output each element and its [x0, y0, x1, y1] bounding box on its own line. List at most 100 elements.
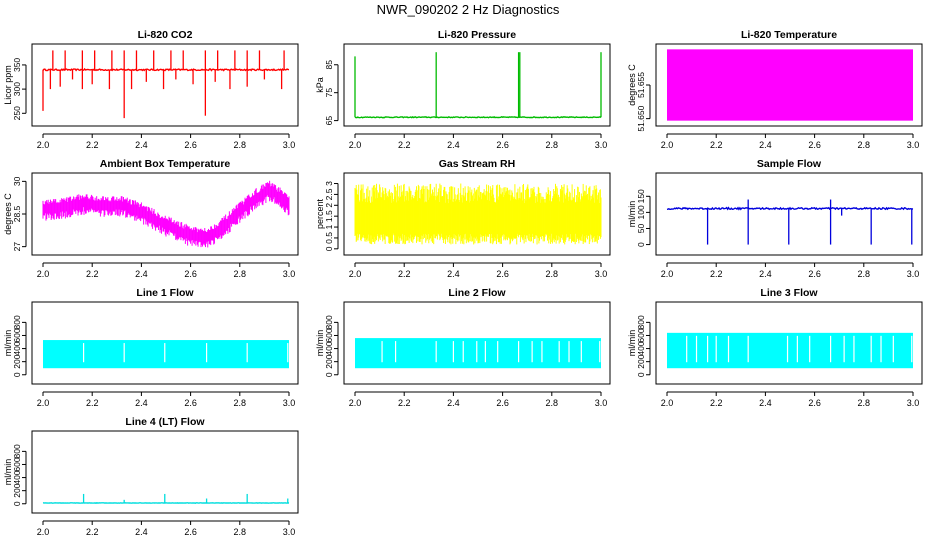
x-tick-label: 2.6	[184, 269, 197, 279]
x-tick-label: 2.8	[546, 140, 559, 150]
panel-title: Li-820 Temperature	[741, 29, 837, 41]
x-tick-label: 2.0	[349, 269, 362, 279]
panel-4: Ambient Box Temperature degrees C 2.0 2.2 2.…	[3, 158, 299, 279]
panel-frame	[343, 43, 611, 127]
y-tick-label: 600	[636, 328, 646, 342]
panel-frame	[655, 301, 923, 385]
series-band	[667, 49, 913, 121]
x-tick-label: 3.0	[283, 140, 296, 150]
x-tick-label: 2.0	[37, 398, 50, 408]
y-tick-label: 51.655	[636, 72, 646, 98]
x-tick-label: 2.0	[661, 140, 674, 150]
x-tick-label: 3.0	[907, 269, 920, 279]
y-tick-label: 200	[12, 354, 22, 368]
x-tick-label: 3.0	[283, 398, 296, 408]
y-tick-label: 65	[324, 116, 334, 126]
x-tick-label: 2.0	[37, 140, 50, 150]
y-tick-label: 28.5	[12, 205, 22, 222]
y-tick-label: 400	[12, 341, 22, 355]
panel-title: Gas Stream RH	[439, 158, 515, 170]
y-axis-label: Licor ppm	[3, 65, 13, 105]
y-tick-label: 27	[12, 242, 22, 252]
y-tick-label: 800	[324, 315, 334, 329]
x-tick-label: 2.2	[398, 398, 411, 408]
x-tick-label: 3.0	[595, 140, 608, 150]
y-tick-label: 800	[12, 444, 22, 458]
plot-area	[666, 199, 914, 245]
y-tick-label: 600	[324, 328, 334, 342]
x-tick-label: 2.2	[86, 140, 99, 150]
series-line	[42, 67, 289, 72]
panel-title: Li-820 Pressure	[438, 29, 516, 41]
y-tick-label: 1	[324, 224, 334, 229]
x-tick-label: 2.4	[447, 140, 460, 150]
y-tick-label: 350	[12, 58, 22, 72]
y-tick-label: 50	[636, 223, 646, 233]
y-tick-label: 2	[324, 203, 334, 208]
x-tick-label: 3.0	[907, 398, 920, 408]
panel-frame	[31, 430, 299, 514]
x-tick-label: 3.0	[907, 140, 920, 150]
plot-area	[42, 493, 290, 504]
x-tick-label: 2.6	[184, 140, 197, 150]
y-tick-label: 85	[324, 60, 334, 70]
x-tick-label: 2.2	[86, 527, 99, 537]
x-tick-label: 2.8	[234, 398, 247, 408]
x-tick-label: 3.0	[595, 269, 608, 279]
panel-9: Line 3 Flow ml/min 2.0 2.2 2.4 2.6 2.8 3.0 0 2004…	[627, 287, 923, 408]
x-tick-label: 2.4	[759, 140, 772, 150]
x-tick-label: 2.4	[135, 269, 148, 279]
panel-6: Sample Flow ml/min 2.0 2.2 2.4 2.6 2.8 3.0 0 50 10…	[627, 158, 923, 279]
panel-title: Line 3 Flow	[760, 287, 818, 299]
y-tick-label: 300	[12, 82, 22, 96]
x-tick-label: 2.6	[496, 269, 509, 279]
y-tick-label: 51.650	[636, 105, 646, 131]
panel-2: Li-820 Pressure kPa 2.0 2.2 2.4 2.6 2.8 3.0 65 75…	[315, 29, 611, 150]
x-tick-label: 2.4	[135, 398, 148, 408]
x-tick-label: 2.0	[37, 527, 50, 537]
x-tick-label: 2.8	[858, 398, 871, 408]
panel-frame	[343, 172, 611, 256]
x-tick-label: 2.0	[661, 269, 674, 279]
panel-title: Ambient Box Temperature	[100, 158, 231, 170]
y-tick-label: 1.5	[324, 210, 334, 222]
panel-1: Li-820 CO2 Licor ppm 2.0 2.2 2.4 2.6 2.8 3.0 250…	[3, 29, 299, 150]
y-tick-label: 0.5	[324, 232, 334, 244]
y-tick-label: 150	[636, 189, 646, 203]
panel-7: Line 1 Flow ml/min 2.0 2.2 2.4 2.6 2.8 3.0 0 2004…	[3, 287, 299, 408]
x-tick-label: 2.0	[349, 140, 362, 150]
y-tick-label: 200	[636, 354, 646, 368]
plot-area	[42, 180, 290, 248]
x-tick-label: 2.6	[808, 269, 821, 279]
x-tick-label: 3.0	[283, 527, 296, 537]
series-band	[43, 340, 289, 369]
y-tick-label: 30	[12, 176, 22, 186]
x-tick-label: 2.0	[349, 398, 362, 408]
plot-area	[43, 340, 289, 369]
y-axis-label: percent	[315, 198, 325, 229]
y-axis-label: degrees C	[627, 64, 637, 106]
x-tick-label: 2.8	[858, 269, 871, 279]
panel-frame	[31, 43, 299, 127]
x-tick-label: 2.6	[808, 398, 821, 408]
y-tick-label: 0	[324, 246, 334, 251]
y-axis-label: ml/min	[627, 201, 637, 228]
panel-title: Li-820 CO2	[138, 29, 193, 41]
x-tick-label: 2.8	[858, 140, 871, 150]
y-axis-label: ml/min	[3, 330, 13, 357]
series-band	[667, 332, 913, 369]
series-band	[355, 338, 601, 369]
x-tick-label: 2.8	[234, 140, 247, 150]
x-tick-label: 2.4	[135, 140, 148, 150]
y-tick-label: 200	[324, 354, 334, 368]
plot-area	[667, 332, 913, 369]
y-tick-label: 75	[324, 88, 334, 98]
x-tick-label: 2.8	[546, 269, 559, 279]
x-tick-label: 2.2	[86, 269, 99, 279]
x-tick-label: 3.0	[595, 398, 608, 408]
x-tick-label: 2.0	[37, 269, 50, 279]
x-tick-label: 2.8	[234, 269, 247, 279]
x-tick-label: 2.6	[184, 398, 197, 408]
panel-3: Li-820 Temperature degrees C 2.0 2.2 2.4 2.6 2…	[627, 29, 923, 150]
